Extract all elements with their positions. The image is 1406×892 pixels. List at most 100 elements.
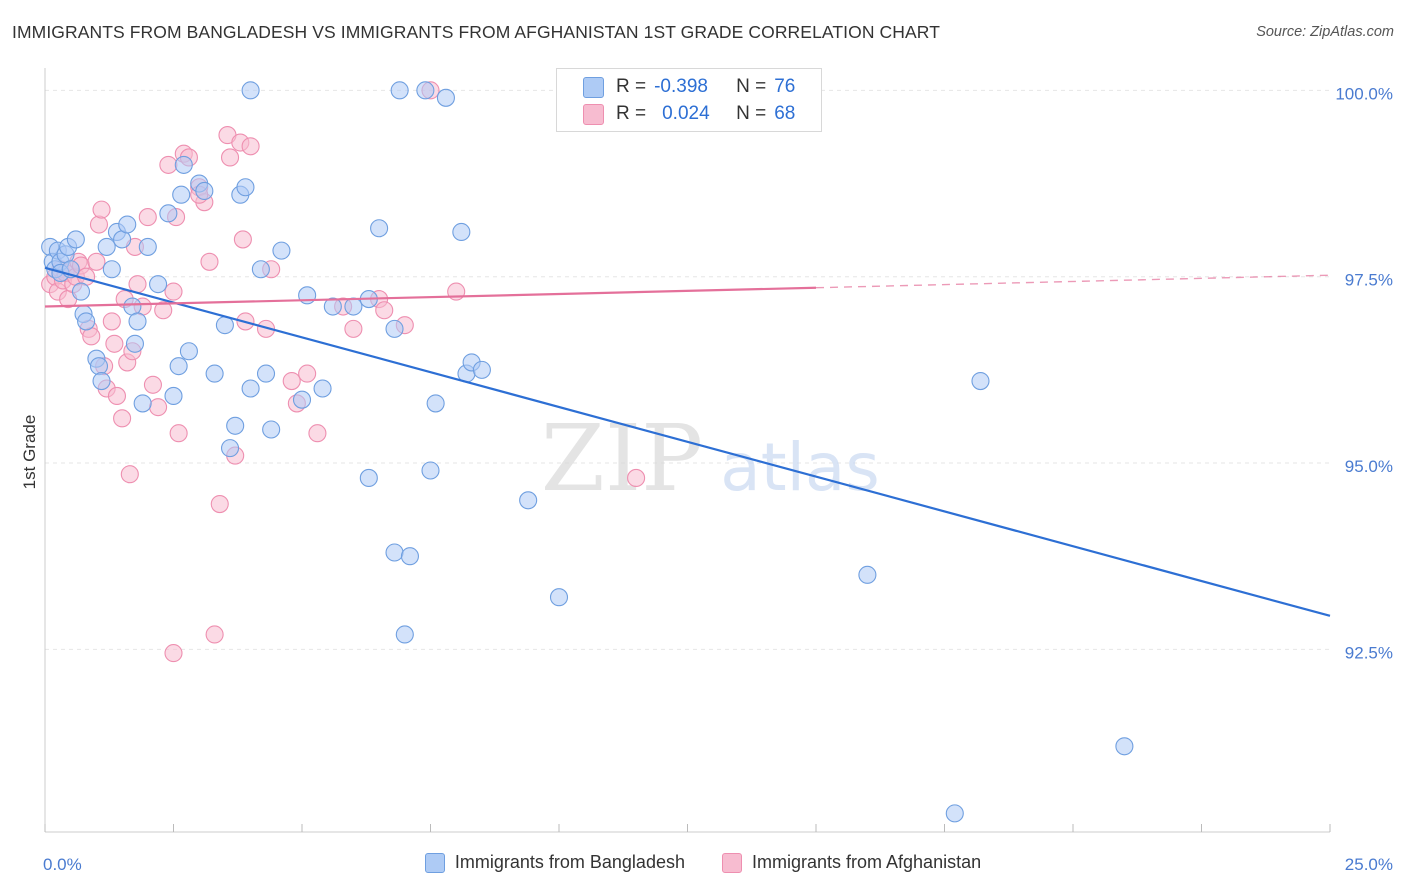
bangladesh-point <box>858 565 877 584</box>
stats-n-value: 68 <box>774 103 796 124</box>
afghanistan-point <box>107 386 127 406</box>
bangladesh-point <box>945 804 964 823</box>
afghanistan-point <box>92 200 111 219</box>
afghanistan-point <box>200 252 219 271</box>
bangladesh-point <box>241 81 260 100</box>
bangladesh-point <box>205 364 224 383</box>
bangladesh-point <box>149 275 168 294</box>
bangladesh-point <box>251 260 270 279</box>
bangladesh-point <box>400 547 419 566</box>
afghanistan-point <box>205 625 224 644</box>
afghanistan-point <box>143 375 162 394</box>
bangladesh-point <box>174 155 193 174</box>
afghanistan-point <box>87 252 106 271</box>
stats-n-value: 76 <box>774 76 796 97</box>
bangladesh-point <box>92 372 111 391</box>
bangladesh-point <box>77 312 96 331</box>
afghanistan-point <box>627 468 646 488</box>
bangladesh-point <box>66 230 85 249</box>
stats-swatch-afghanistan <box>583 103 604 125</box>
trend-line-extension <box>815 274 1331 289</box>
afghanistan-point <box>102 312 121 331</box>
legend-item-afghanistan[interactable]: Immigrants from Afghanistan <box>722 852 981 873</box>
bangladesh-point <box>241 379 260 398</box>
bangladesh-point <box>549 588 569 607</box>
bangladesh-point <box>138 237 157 256</box>
bangladesh-point <box>971 372 990 391</box>
bangladesh-point <box>436 88 455 107</box>
bangladesh-point <box>128 312 147 331</box>
bangladesh-point <box>385 543 404 562</box>
bottom-legend: Immigrants from Bangladesh Immigrants fr… <box>0 852 1406 878</box>
bangladesh-point <box>292 390 312 409</box>
afghanistan-point <box>241 137 260 156</box>
bangladesh-point <box>172 185 191 204</box>
axes <box>44 68 1331 833</box>
bangladesh-point <box>370 219 389 238</box>
y-tick-label: 100.0% <box>1335 84 1393 103</box>
bangladesh-point <box>226 416 245 435</box>
bangladesh-point <box>416 81 435 100</box>
afghanistan-point <box>120 465 139 484</box>
afghanistan-point <box>105 334 124 353</box>
y-tick-label: 97.5% <box>1345 271 1393 290</box>
afghanistan-point <box>159 155 178 174</box>
bangladesh-point <box>125 334 144 353</box>
bangladesh-point <box>385 319 404 338</box>
trend-line-bangladesh <box>44 266 1331 617</box>
stats-r-label: R = <box>616 76 647 97</box>
bangladesh-point <box>313 379 332 398</box>
legend-label-afghanistan: Immigrants from Afghanistan <box>752 852 982 872</box>
stats-r-value: -0.398 <box>654 76 708 97</box>
trend-lines <box>44 266 1331 617</box>
watermark-zip: ZIP <box>541 405 703 512</box>
bangladesh-point <box>390 81 409 100</box>
stats-r-label: R = <box>616 103 647 124</box>
y-tick-label: 92.5% <box>1345 643 1393 662</box>
x-tick-label: 25.0% <box>1345 855 1393 874</box>
afghanistan-point <box>164 282 183 301</box>
bangladesh-point <box>262 420 281 439</box>
bangladesh-point <box>344 297 363 316</box>
bangladesh-point <box>272 241 291 260</box>
afghanistan-point <box>164 644 183 663</box>
bangladesh-point <box>89 357 109 376</box>
bangladesh-point <box>118 215 137 234</box>
bangladesh-point <box>421 461 440 480</box>
bangladesh-point <box>359 468 378 488</box>
bangladesh-point <box>1115 737 1134 756</box>
afghanistan-point <box>149 398 168 417</box>
afghanistan-point <box>282 372 301 391</box>
watermark-atlas: atlas <box>720 429 880 506</box>
bangladesh-point <box>102 260 121 279</box>
y-tick-label: 95.0% <box>1345 457 1393 476</box>
tick-labels: 100.0% 97.5% 95.0% 92.5% 0.0% 25.0% <box>43 84 1393 874</box>
afghanistan-point <box>169 424 188 443</box>
legend-swatch-bangladesh <box>424 852 445 873</box>
legend-swatch-afghanistan <box>722 852 742 873</box>
bangladesh-point <box>159 204 178 223</box>
bangladesh-point <box>472 360 491 379</box>
watermark: ZIP atlas <box>541 405 880 512</box>
afghanistan-point <box>233 230 252 249</box>
afghanistan-point <box>220 148 240 167</box>
grid-lines <box>45 89 1330 650</box>
bangladesh-point <box>71 282 91 301</box>
bangladesh-point <box>426 394 445 413</box>
afghanistan-point <box>298 364 317 383</box>
x-tick-label: 0.0% <box>43 855 82 874</box>
legend-item-bangladesh[interactable]: Immigrants from Bangladesh <box>424 852 685 873</box>
series-afghanistan-points <box>41 81 646 663</box>
series-bangladesh-points <box>41 81 1134 823</box>
bangladesh-point <box>519 491 538 510</box>
bangladesh-point <box>133 394 152 413</box>
bangladesh-point <box>323 297 342 316</box>
stats-r-value: 0.024 <box>662 103 710 124</box>
bangladesh-point <box>97 237 116 256</box>
trend-line-afghanistan <box>44 286 817 308</box>
bangladesh-point <box>195 181 214 201</box>
bangladesh-point <box>220 439 240 458</box>
bangladesh-point <box>179 342 198 361</box>
afghanistan-point <box>89 215 109 234</box>
